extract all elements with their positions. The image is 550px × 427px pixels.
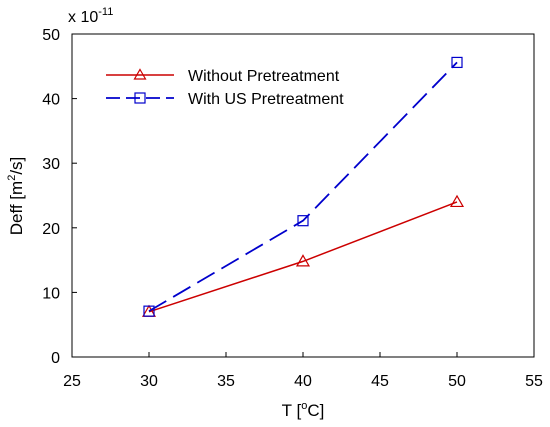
legend-entry-with-us-pretreatment: With US Pretreatment — [106, 91, 344, 108]
series-without-pretreatment — [141, 194, 465, 317]
y-tick-label: 10 — [42, 285, 60, 302]
data-point-without-pretreatment — [449, 194, 465, 208]
y-scale-multiplier: x 10-11 — [68, 6, 113, 26]
x-tick-label: 55 — [525, 373, 543, 390]
series-line-with-us-pretreatment — [148, 61, 458, 312]
x-tick-label: 35 — [217, 373, 235, 390]
x-tick-label: 40 — [294, 373, 312, 390]
data-point-with-us-pretreatment — [451, 56, 463, 69]
legend-marker-with-us-pretreatment — [134, 92, 146, 104]
y-tick-label: 30 — [42, 156, 60, 173]
series-line-without-pretreatment — [148, 201, 458, 313]
x-tick-label: 25 — [63, 373, 81, 390]
data-point-with-us-pretreatment — [297, 215, 309, 227]
y-axis-title: Deff [m2/s] — [6, 157, 26, 236]
x-tick-label: 50 — [448, 373, 466, 390]
series-with-us-pretreatment — [143, 56, 463, 317]
legend-label-without-pretreatment: Without Pretreatment — [188, 68, 340, 85]
data-point-with-us-pretreatment — [143, 305, 155, 317]
y-tick-label: 20 — [42, 221, 60, 238]
legend-marker-without-pretreatment — [133, 68, 147, 80]
y-tick-label: 0 — [51, 350, 60, 367]
x-axis: 25 30 35 40 45 50 55 — [63, 352, 543, 390]
series-layer — [141, 56, 465, 317]
x-tick-label: 45 — [371, 373, 389, 390]
y-axis: 0 10 20 30 40 50 — [42, 27, 77, 367]
legend: Without Pretreatment With US Pretreatmen… — [106, 68, 344, 108]
data-point-without-pretreatment — [295, 254, 311, 267]
x-tick-label: 30 — [140, 373, 158, 390]
legend-entry-without-pretreatment: Without Pretreatment — [106, 68, 340, 85]
x-axis-title: T [oC] — [282, 400, 325, 420]
legend-label-with-us-pretreatment: With US Pretreatment — [188, 91, 344, 108]
y-tick-label: 40 — [42, 92, 60, 109]
y-tick-label: 50 — [42, 27, 60, 44]
